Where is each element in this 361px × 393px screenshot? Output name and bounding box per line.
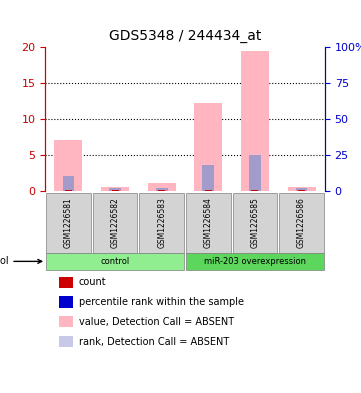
Bar [59,296,73,308]
Text: percentile rank within the sample: percentile rank within the sample [79,297,244,307]
FancyBboxPatch shape [46,253,184,270]
FancyBboxPatch shape [186,253,324,270]
Title: GDS5348 / 244434_at: GDS5348 / 244434_at [109,29,261,43]
Bar [109,187,121,191]
Text: control: control [100,257,130,266]
Bar [156,187,168,191]
Bar [241,51,269,191]
FancyBboxPatch shape [232,193,277,253]
Bar [194,103,222,191]
Text: GSM1226582: GSM1226582 [110,197,119,248]
Text: GSM1226581: GSM1226581 [64,197,73,248]
Bar [288,187,316,191]
FancyBboxPatch shape [46,193,91,253]
Text: GSM1226584: GSM1226584 [204,197,213,248]
Bar [148,183,176,191]
Bar [59,336,73,347]
Bar [62,176,74,191]
Bar [249,155,261,191]
Text: protocol: protocol [0,256,42,266]
Bar [59,316,73,327]
FancyBboxPatch shape [186,193,231,253]
FancyBboxPatch shape [139,193,184,253]
Bar [55,140,82,191]
Text: count: count [79,277,106,287]
Bar [296,188,308,191]
Bar [101,187,129,191]
Text: miR-203 overexpression: miR-203 overexpression [204,257,306,266]
Text: rank, Detection Call = ABSENT: rank, Detection Call = ABSENT [79,337,229,347]
Text: GSM1226583: GSM1226583 [157,197,166,248]
Text: GSM1226586: GSM1226586 [297,197,306,248]
FancyBboxPatch shape [279,193,324,253]
Text: value, Detection Call = ABSENT: value, Detection Call = ABSENT [79,317,234,327]
Bar [203,165,214,191]
Bar [59,277,73,288]
Text: GSM1226585: GSM1226585 [251,197,260,248]
FancyBboxPatch shape [93,193,138,253]
